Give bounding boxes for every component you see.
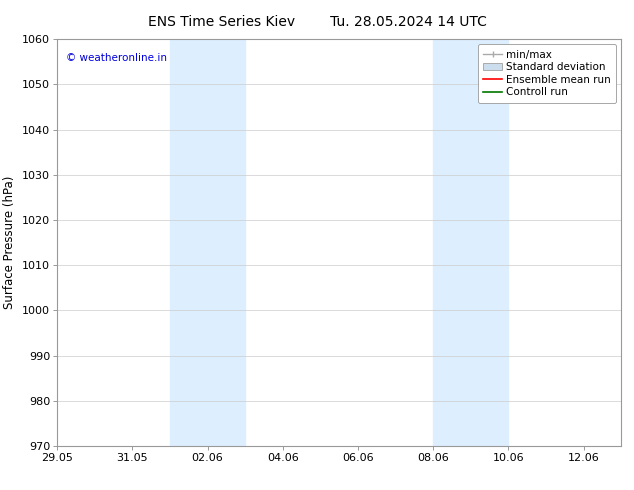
Y-axis label: Surface Pressure (hPa): Surface Pressure (hPa)	[3, 176, 16, 309]
Legend: min/max, Standard deviation, Ensemble mean run, Controll run: min/max, Standard deviation, Ensemble me…	[478, 45, 616, 102]
Bar	[170, 39, 245, 446]
Bar	[433, 39, 508, 446]
Text: © weatheronline.in: © weatheronline.in	[65, 53, 167, 63]
Text: ENS Time Series Kiev        Tu. 28.05.2024 14 UTC: ENS Time Series Kiev Tu. 28.05.2024 14 U…	[148, 15, 486, 29]
